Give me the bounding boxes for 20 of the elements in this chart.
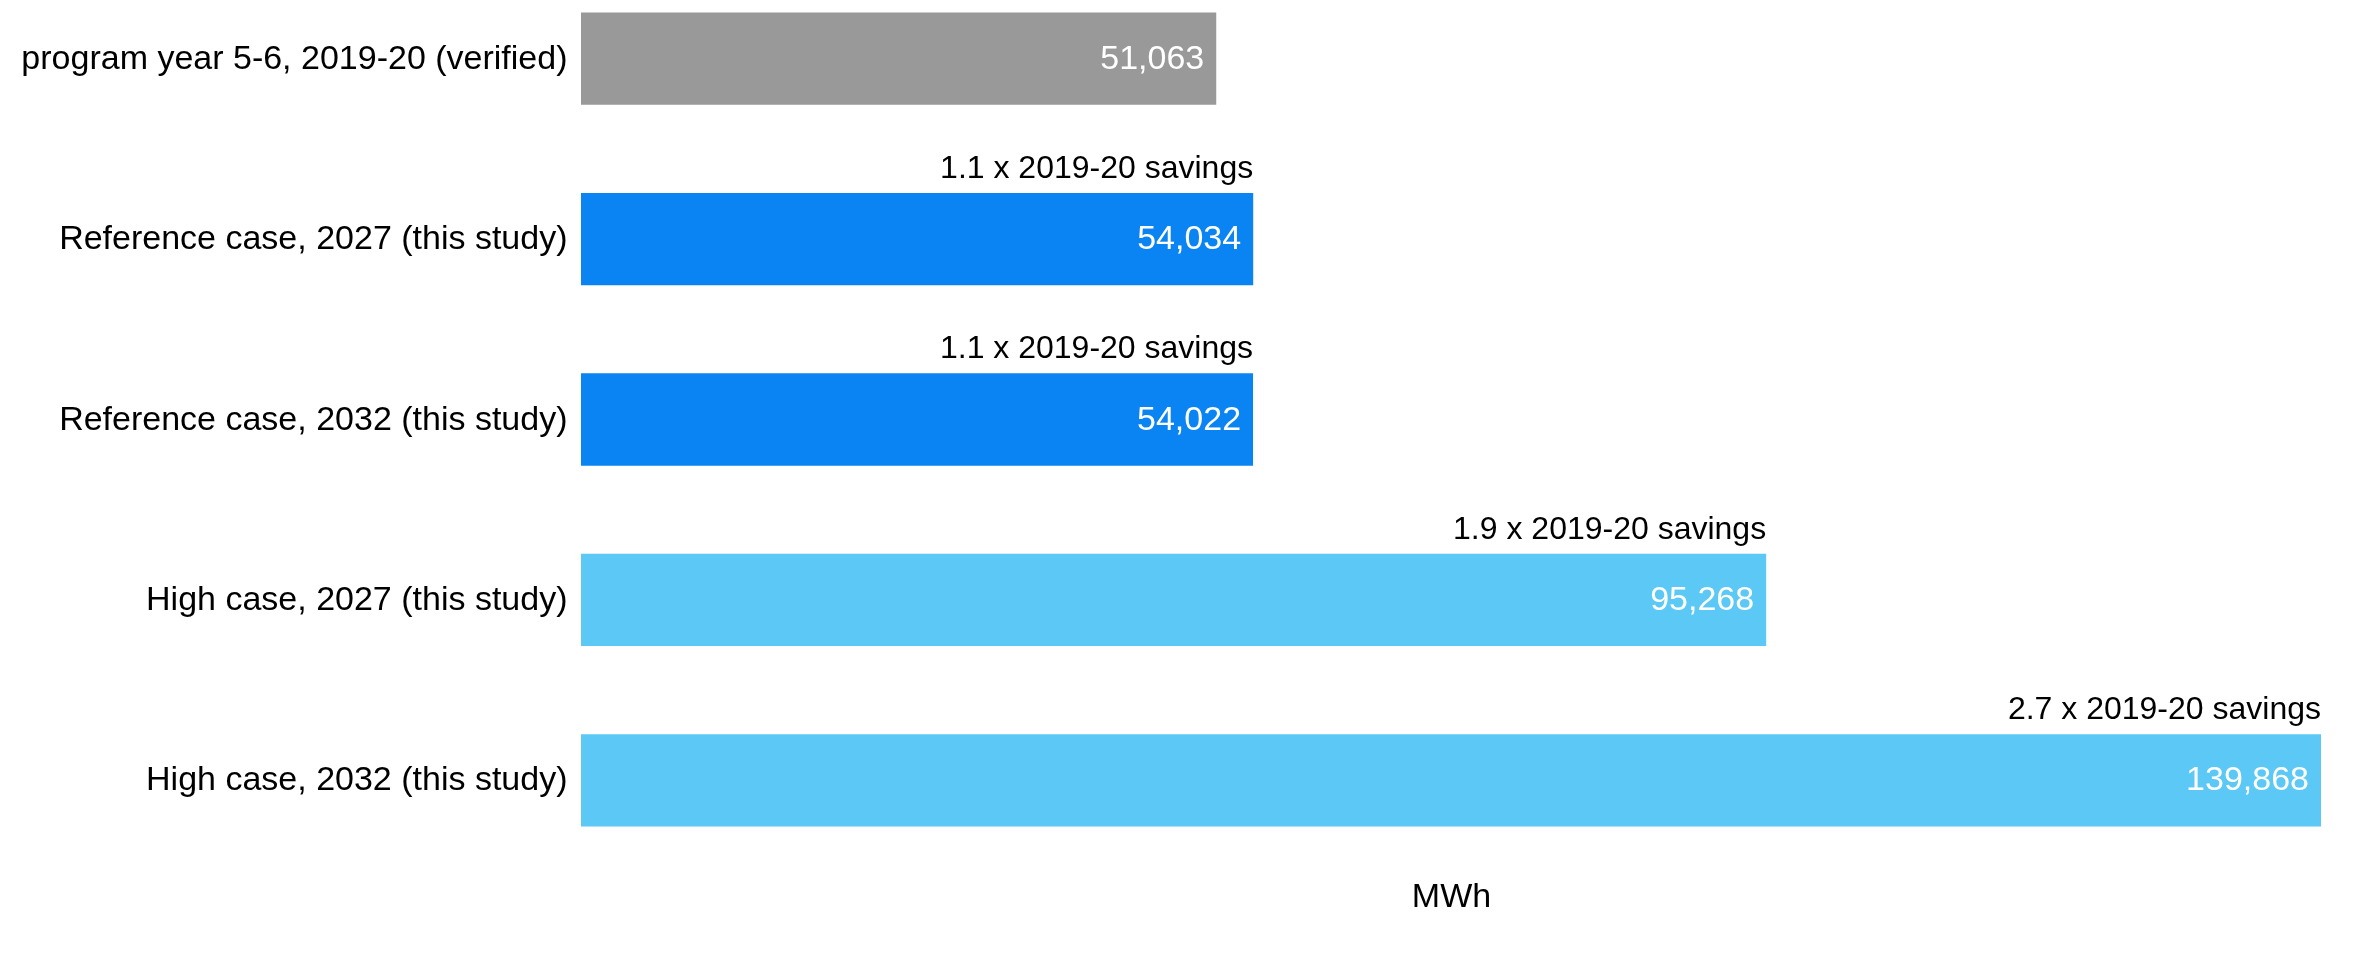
annotation: 1.9 x 2019-20 savings [1453,509,1767,546]
annotation: 1.1 x 2019-20 savings [939,329,1254,366]
y-tick-label: Reference case, 2032 (this study) [59,398,568,437]
bar [581,12,1217,105]
data-label: 54,034 [1137,218,1242,257]
x-axis-title: MWh [1411,875,1492,914]
bar [581,192,1254,286]
data-label: 95,268 [1650,578,1755,617]
bar [581,734,2321,827]
y-tick-label: program year 5-6, 2019-20 (verified) [21,37,568,76]
annotation: 2.7 x 2019-20 savings [2007,690,2321,727]
bar [581,553,1767,647]
y-tick-label: High case, 2027 (this study) [146,578,568,617]
y-tick-label: High case, 2032 (this study) [146,759,568,798]
data-label: 51,063 [1100,37,1205,76]
data-label: 54,022 [1137,398,1242,437]
annotation: 1.1 x 2019-20 savings [940,148,1254,185]
y-tick-label: Reference case, 2027 (this study) [59,218,568,257]
data-label: 139,868 [2186,759,2309,798]
bar [581,373,1254,466]
